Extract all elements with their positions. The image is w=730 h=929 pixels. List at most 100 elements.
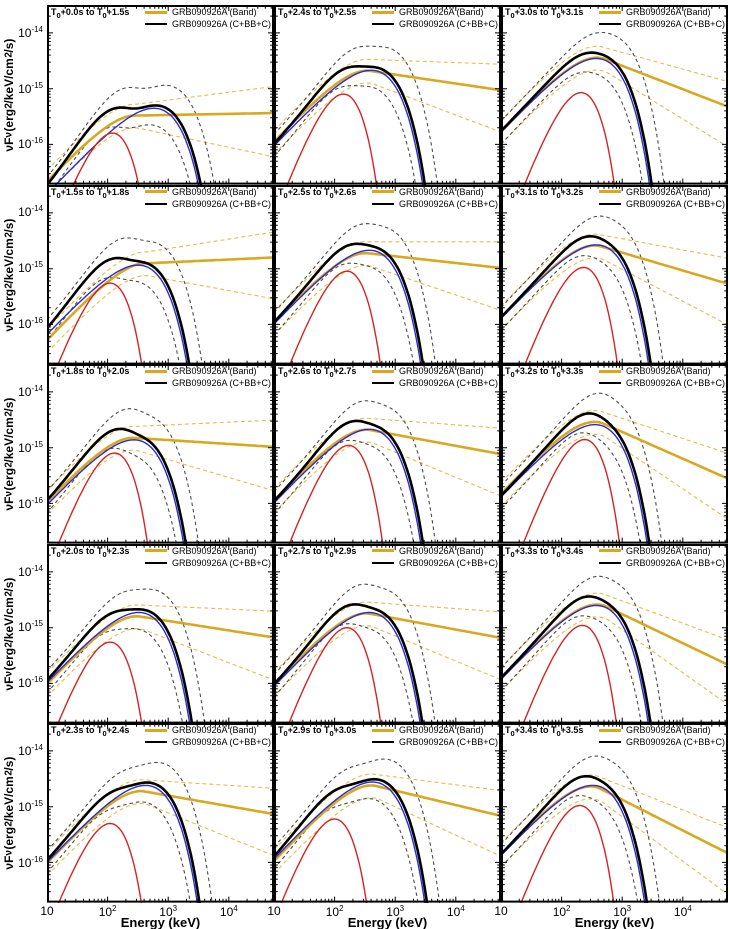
total-lower-uncertainty: [55, 124, 191, 185]
legend-label: GRB090926A (Band): [625, 366, 711, 377]
axis-ticks: [501, 724, 727, 903]
total-model-curve: [274, 242, 425, 365]
legend-item: GRB090926A (C+BB+C): [144, 737, 271, 747]
panel-legend: GRB090926A (Band) GRB090926A (C+BB+C): [144, 7, 271, 29]
legend-swatch-band: [371, 549, 394, 553]
y-tick-label: 10-16: [18, 495, 43, 511]
spectrum-panel: T0+1.8s to T0+2.0s GRB090926A (Band) GRB09…: [2, 364, 274, 544]
time-interval-label: T0+3.1s to T0+3.2s: [505, 186, 584, 200]
total-model-curve: [47, 427, 188, 544]
band-model-curve: [274, 784, 500, 863]
panel-legend: GRB090926A (Band) GRB090926A (C+BB+C): [144, 725, 271, 747]
legend-label: GRB090926A (C+BB+C): [171, 198, 271, 209]
axis-frame: [501, 543, 728, 724]
legend-label: GRB090926A (C+BB+C): [625, 19, 725, 29]
x-tick-label: 10: [40, 904, 54, 918]
total-model-curve: [274, 64, 427, 185]
legend-label: GRB090926A (Band): [171, 7, 257, 17]
y-tick-label: 10-14: [18, 743, 43, 759]
axis-frame: [274, 364, 501, 544]
y-tick-label: 10-14: [18, 204, 43, 220]
axis-ticks: [501, 544, 727, 723]
axis-ticks: [501, 364, 727, 544]
panel-legend: GRB090926A (Band) GRB090926A (C+BB+C): [598, 725, 725, 747]
legend-swatch-total: [598, 202, 621, 205]
axis-frame: [47, 543, 274, 724]
legend-label: GRB090926A (C+BB+C): [171, 378, 271, 389]
legend-label: GRB090926A (C+BB+C): [398, 557, 498, 568]
legend-item: GRB090926A (C+BB+C): [371, 19, 498, 29]
band-model-curve: [47, 436, 273, 503]
total-upper-uncertainty: [501, 392, 663, 544]
total-model-curve: [274, 602, 424, 724]
legend-item: GRB090926A (C+BB+C): [598, 557, 725, 568]
legend-swatch-total: [371, 561, 394, 564]
spectrum-plot: [47, 364, 274, 544]
y-tick-label: 10-14: [18, 383, 43, 399]
axis-ticks: [274, 724, 500, 903]
band-upper-uncertainty: [274, 601, 500, 673]
time-interval-label: T0+1.5s to T0+1.8s: [51, 186, 130, 200]
blackbody-component-curve: [57, 282, 143, 365]
axis-ticks: [501, 185, 727, 364]
band-upper-uncertainty: [501, 592, 727, 668]
band-lower-uncertainty: [501, 616, 727, 704]
y-tick-label: 10-15: [18, 439, 43, 455]
legend-label: GRB090926A (Band): [625, 186, 711, 197]
x-tick-label: 104: [446, 904, 465, 919]
blackbody-component-curve: [524, 266, 619, 365]
legend-label: GRB090926A (Band): [398, 7, 484, 17]
y-tick-label: 10-15: [18, 260, 43, 276]
axis-ticks: [274, 5, 500, 184]
spectrum-plot: [501, 723, 728, 903]
legend-item: GRB090926A (Band): [598, 545, 725, 556]
y-tick-label: 10-14: [18, 24, 43, 40]
powerlaw-component-curve: [501, 424, 648, 544]
x-axis-title: Energy (keV): [120, 915, 201, 929]
powerlaw-component-curve: [501, 57, 651, 185]
powerlaw-component-curve: [47, 785, 198, 903]
time-interval-label: T0+2.5s to T0+2.6s: [278, 186, 357, 200]
total-lower-uncertainty: [274, 798, 419, 903]
legend-label: GRB090926A (Band): [625, 545, 711, 556]
band-lower-uncertainty: [274, 441, 500, 514]
spectrum-panel: T0+2.5s to T0+2.6s GRB090926A (Band) GRB09…: [274, 184, 501, 365]
powerlaw-component-curve: [274, 69, 424, 185]
legend-item: GRB090926A (C+BB+C): [371, 557, 498, 568]
time-interval-label: T0+2.9s to T0+3.0s: [278, 725, 357, 739]
band-upper-uncertainty: [501, 45, 727, 121]
total-lower-uncertainty: [274, 262, 415, 365]
legend-item: GRB090926A (Band): [144, 725, 271, 735]
blackbody-component-curve: [288, 444, 384, 544]
band-upper-uncertainty: [47, 86, 273, 171]
legend-label: GRB090926A (Band): [398, 545, 484, 556]
total-lower-uncertainty: [501, 71, 644, 185]
total-lower-uncertainty: [274, 439, 415, 544]
band-upper-uncertainty: [501, 233, 727, 307]
band-upper-uncertainty: [501, 410, 727, 484]
band-model-curve: [274, 69, 500, 143]
axis-ticks: [47, 544, 273, 723]
legend-label: GRB090926A (Band): [625, 725, 711, 736]
time-interval-label: T0+2.4s to T0+2.5s: [278, 7, 357, 20]
legend-swatch-total: [144, 202, 167, 205]
axis-frame: [47, 364, 274, 544]
band-model-curve: [274, 611, 500, 685]
spectrum-plot: [47, 184, 274, 365]
axis-ticks: [47, 5, 273, 184]
panel-legend: GRB090926A (Band) GRB090926A (C+BB+C): [598, 545, 725, 568]
total-model-curve: [501, 51, 653, 185]
legend-label: GRB090926A (Band): [171, 545, 257, 556]
spectrum-panel: T0+3.0s to T0+3.1s GRB090926A (Band) GRB09…: [501, 5, 728, 185]
axis-ticks: [47, 364, 273, 544]
legend-label: GRB090926A (C+BB+C): [625, 557, 725, 568]
legend-item: GRB090926A (Band): [598, 725, 725, 736]
total-upper-uncertainty: [501, 755, 660, 903]
total-model-curve: [274, 778, 429, 903]
legend-swatch-band: [598, 190, 621, 194]
legend-label: GRB090926A (C+BB+C): [398, 737, 498, 748]
band-lower-uncertainty: [274, 625, 500, 697]
legend-item: GRB090926A (Band): [371, 545, 498, 556]
legend-swatch-band: [598, 369, 621, 373]
band-lower-uncertainty: [47, 627, 273, 697]
